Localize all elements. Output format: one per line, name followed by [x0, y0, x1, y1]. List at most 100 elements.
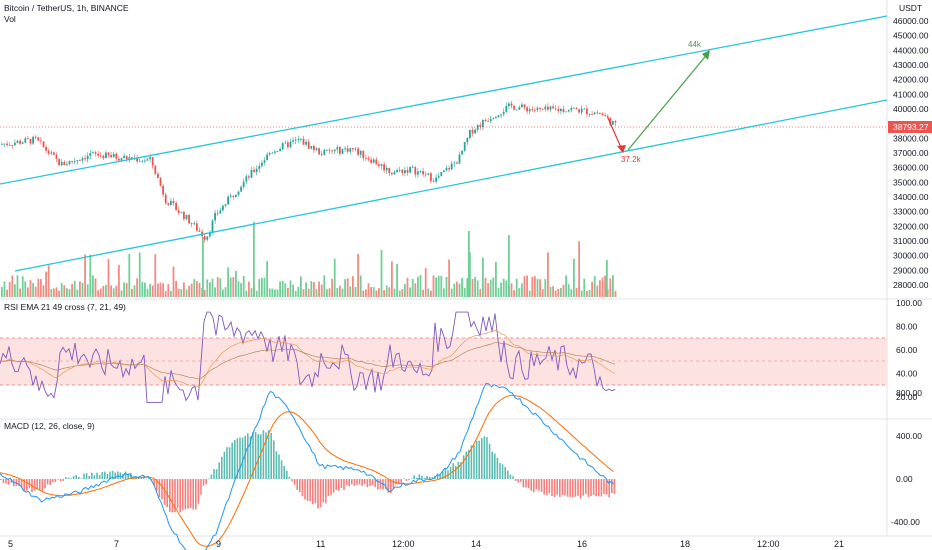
candle-body: [47, 150, 50, 154]
volume-bar: [159, 282, 162, 297]
price-tick-label: 30000.00: [893, 251, 929, 261]
volume-bar: [315, 289, 318, 297]
macd-histogram-bar: [221, 456, 223, 479]
macd-histogram-bar: [543, 479, 545, 495]
macd-histogram-bar: [153, 479, 155, 486]
volume-bar: [157, 283, 159, 297]
rsi-lines: [0, 311, 616, 404]
rsi-ema-21-line: [0, 329, 616, 388]
macd-histogram-bar: [551, 479, 553, 497]
candle-body: [245, 176, 248, 182]
macd-histogram-bar: [260, 434, 262, 479]
time-tick-label: 21: [834, 539, 844, 549]
volume-bar: [427, 288, 430, 297]
volume-bar: [172, 266, 175, 297]
volume-bar: [318, 281, 320, 297]
macd-histogram-bar: [553, 479, 556, 498]
candle-body: [445, 168, 448, 171]
macd-histogram-bar: [366, 479, 369, 488]
candle-body: [6, 143, 8, 146]
volume-bar: [463, 287, 466, 297]
candle-body: [424, 174, 427, 176]
volume-bar: [105, 284, 107, 297]
candle-body: [601, 113, 604, 116]
macd-histogram-bar: [197, 479, 200, 504]
volume-bar: [502, 278, 505, 297]
macd-histogram-bar: [473, 445, 475, 479]
macd-histogram-bar: [67, 477, 70, 479]
time-tick-label: 14: [471, 539, 481, 549]
candle-body: [367, 158, 370, 160]
candle-body: [110, 155, 112, 158]
volume-bar: [245, 290, 248, 297]
volume-bar: [284, 283, 287, 297]
macd-histogram-bar: [93, 475, 96, 479]
macd-histogram-bar: [338, 479, 340, 491]
candle-body: [515, 109, 518, 111]
volume-bar: [248, 281, 250, 297]
macd-histogram-bar: [397, 479, 400, 485]
candle-body: [32, 136, 34, 144]
price-tick-label: 42000.00: [893, 75, 929, 85]
volume-bar: [378, 288, 380, 297]
volume-bar: [19, 288, 21, 297]
price-tick-label: 32000.00: [893, 221, 929, 231]
macd-histogram-bar: [18, 479, 20, 487]
macd-histogram-bar: [208, 478, 210, 480]
volume-bar: [164, 290, 167, 297]
volume-bar: [560, 287, 562, 297]
candle-body: [128, 157, 131, 160]
macd-tick-label: -400.00: [891, 517, 920, 527]
candle-body: [328, 149, 331, 151]
volume-bar: [281, 280, 284, 297]
volume-bar: [115, 285, 118, 297]
candle-body: [297, 139, 300, 140]
macd-histogram-bar: [176, 479, 179, 509]
candle-body: [596, 112, 599, 114]
candle-body: [63, 162, 66, 166]
volume-bar: [305, 282, 307, 297]
volume-bar: [227, 267, 229, 297]
volume-bar: [110, 285, 112, 297]
volume-bar: [276, 289, 279, 297]
macd-histogram-bar: [325, 479, 327, 504]
volume-bar: [216, 277, 219, 297]
volume-bar: [180, 289, 183, 297]
price-tick-label: 35000.00: [893, 177, 929, 187]
macd-histogram-bar: [478, 440, 480, 479]
rsi-tick-label: 20.00: [896, 392, 918, 402]
volume-bar: [383, 290, 385, 297]
candle-body: [513, 105, 515, 110]
rsi-tick-label: 60.00: [896, 345, 918, 355]
macd-histogram-bar: [278, 454, 280, 479]
volume-bar: [229, 277, 232, 297]
macd-histogram-bar: [252, 432, 254, 479]
macd-histogram-bar: [356, 479, 358, 485]
channel-upper-line: [0, 15, 888, 185]
macd-histogram-bar: [179, 479, 181, 513]
candle-body: [323, 149, 326, 155]
volume-bar: [461, 277, 463, 297]
candle-body: [528, 108, 531, 112]
volume-bar: [528, 290, 531, 297]
candle-body: [435, 177, 437, 182]
volume-bar: [435, 277, 437, 297]
candle-body: [300, 138, 302, 140]
candle-body: [398, 169, 401, 171]
volume-bar: [523, 276, 526, 297]
candle-body: [149, 157, 151, 160]
candle-body: [505, 106, 508, 112]
candle-body: [3, 143, 6, 145]
volume-bar: [333, 258, 336, 297]
volume-bar: [513, 290, 515, 297]
candle-body: [474, 129, 476, 134]
macd-histogram-bar: [213, 469, 215, 479]
candle-body: [112, 153, 115, 158]
currency-label[interactable]: USDT: [899, 3, 923, 13]
macd-histogram-bar: [184, 479, 187, 510]
volume-bar: [118, 265, 120, 297]
candle-body: [346, 148, 349, 152]
macd-histogram-bar: [413, 475, 415, 479]
macd-histogram-bar: [231, 442, 233, 479]
volume-bar: [79, 281, 81, 297]
